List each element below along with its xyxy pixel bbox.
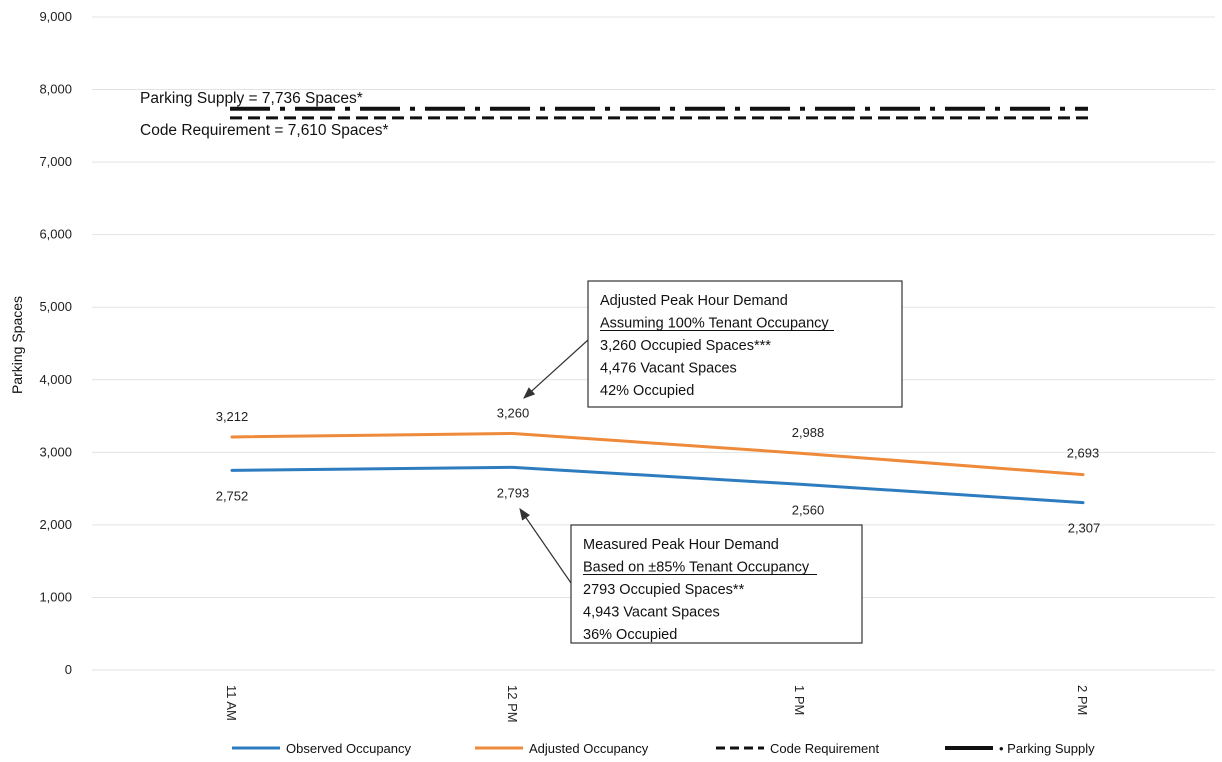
adjusted-occupancy-line (230, 431, 1085, 477)
y-tick-label: 0 (65, 662, 72, 677)
measured-demand-callout-line: 4,943 Vacant Spaces (583, 605, 720, 621)
legend-label: Adjusted Occupancy (529, 741, 649, 756)
adjusted-demand-callout-line: 42% Occupied (600, 383, 694, 399)
legend-label: • Parking Supply (999, 741, 1095, 756)
y-axis-label: Parking Spaces (9, 296, 25, 394)
x-tick-label: 12 PM (505, 685, 520, 723)
adjusted-demand-callout-line: 4,476 Vacant Spaces (600, 361, 737, 377)
adjusted-data-label: 3,260 (497, 405, 530, 420)
y-tick-label: 4,000 (39, 372, 72, 387)
adjusted-demand-callout-frame (587, 280, 903, 408)
adjusted-demand-callout: Adjusted Peak Hour Demand Assuming 100% T… (587, 280, 903, 408)
y-tick-label: 7,000 (39, 154, 72, 169)
observed-data-label: 2,560 (792, 502, 825, 517)
legend-label: Code Requirement (770, 741, 880, 756)
measured-demand-callout-line: 36% Occupied (583, 627, 677, 643)
observed-data-label: 2,307 (1068, 521, 1101, 536)
y-tick-label: 3,000 (39, 444, 72, 459)
adjusted-data-label: 2,693 (1067, 446, 1100, 461)
legend-item: Adjusted Occupancy (475, 741, 649, 756)
observed-data-label: 2,752 (216, 488, 249, 503)
x-tick-label: 11 AM (224, 685, 239, 721)
measured-callout-arrow (519, 508, 572, 584)
y-tick-label: 6,000 (39, 227, 72, 242)
measured-demand-callout-line: Measured Peak Hour Demand (583, 537, 779, 553)
measured-demand-callout-line: Based on ±85% Tenant Occupancy (583, 560, 810, 576)
y-tick-label: 8,000 (39, 82, 72, 97)
measured-demand-callout-frame (570, 524, 863, 644)
observed-occupancy-line (230, 465, 1085, 505)
adjusted-demand-callout-line: 3,260 Occupied Spaces*** (600, 338, 771, 354)
x-tick-label: 1 PM (792, 685, 807, 715)
legend-item: • Parking Supply (945, 741, 1095, 756)
legend-item: Observed Occupancy (232, 741, 412, 756)
y-tick-label: 1,000 (39, 589, 72, 604)
measured-demand-callout-line: 2793 Occupied Spaces** (583, 582, 745, 598)
y-tick-label: 9,000 (39, 9, 72, 24)
measured-demand-callout: Measured Peak Hour Demand Based on ±85% T… (570, 524, 863, 644)
observed-data-label: 2,793 (497, 485, 530, 500)
parking-supply-label: Parking Supply = 7,736 Spaces* (140, 90, 363, 107)
legend-label: Observed Occupancy (286, 741, 412, 756)
adjusted-data-label: 3,212 (216, 409, 249, 424)
y-tick-label: 5,000 (39, 299, 72, 314)
x-tick-label: 2 PM (1075, 685, 1090, 715)
adjusted-demand-callout-line: Adjusted Peak Hour Demand (600, 293, 788, 309)
legend-item: Code Requirement (716, 741, 880, 756)
adjusted-callout-arrow (523, 339, 589, 399)
adjusted-demand-callout-line: Assuming 100% Tenant Occupancy (600, 316, 829, 332)
adjusted-data-label: 2,988 (792, 425, 825, 440)
y-tick-label: 2,000 (39, 517, 72, 532)
code-requirement-label: Code Requirement = 7,610 Spaces* (140, 122, 389, 139)
